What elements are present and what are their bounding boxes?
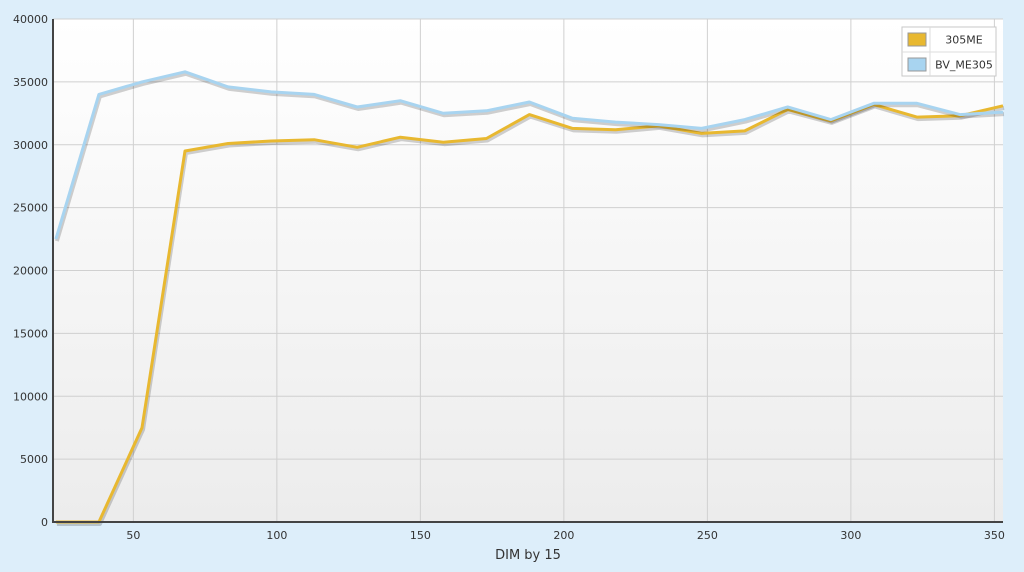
y-tick-label: 0 — [41, 516, 48, 529]
y-tick-label: 15000 — [13, 327, 48, 340]
legend-swatch-305me — [907, 32, 927, 47]
series-line-bv-me305 — [54, 70, 1004, 240]
x-axis-title: DIM by 15 — [495, 548, 561, 563]
tick-labels: 0 5000 10000 15000 20000 25000 30000 35000 40000… — [13, 13, 1005, 542]
x-tick-label: 100 — [266, 529, 287, 542]
legend-label-bv-me305: BV_ME305 — [935, 59, 993, 72]
series-line-shadow-bv-me305 — [54, 71, 1005, 242]
y-tick-label: 5000 — [20, 453, 48, 466]
legend-label-305me: 305ME — [945, 34, 982, 47]
x-tick-label: 50 — [126, 529, 140, 542]
x-tick-label: 200 — [553, 529, 574, 542]
y-tick-label: 30000 — [13, 139, 48, 152]
series-lines — [54, 70, 1005, 526]
y-tick-label: 10000 — [13, 390, 48, 403]
y-tick-label: 25000 — [13, 202, 48, 215]
y-tick-label: 20000 — [13, 265, 48, 278]
x-tick-label: 350 — [984, 529, 1005, 542]
x-tick-label: 250 — [697, 529, 718, 542]
legend-swatch-bv-me305 — [907, 57, 927, 72]
y-tick-label: 40000 — [13, 13, 48, 26]
series-line-shadow-305me — [56, 104, 1005, 526]
x-tick-label: 300 — [840, 529, 861, 542]
legend: 305ME BV_ME305 — [901, 26, 997, 77]
grid-lines — [53, 18, 1003, 522]
axes — [52, 19, 1003, 523]
y-tick-label: 35000 — [13, 76, 48, 89]
x-tick-label: 150 — [410, 529, 431, 542]
